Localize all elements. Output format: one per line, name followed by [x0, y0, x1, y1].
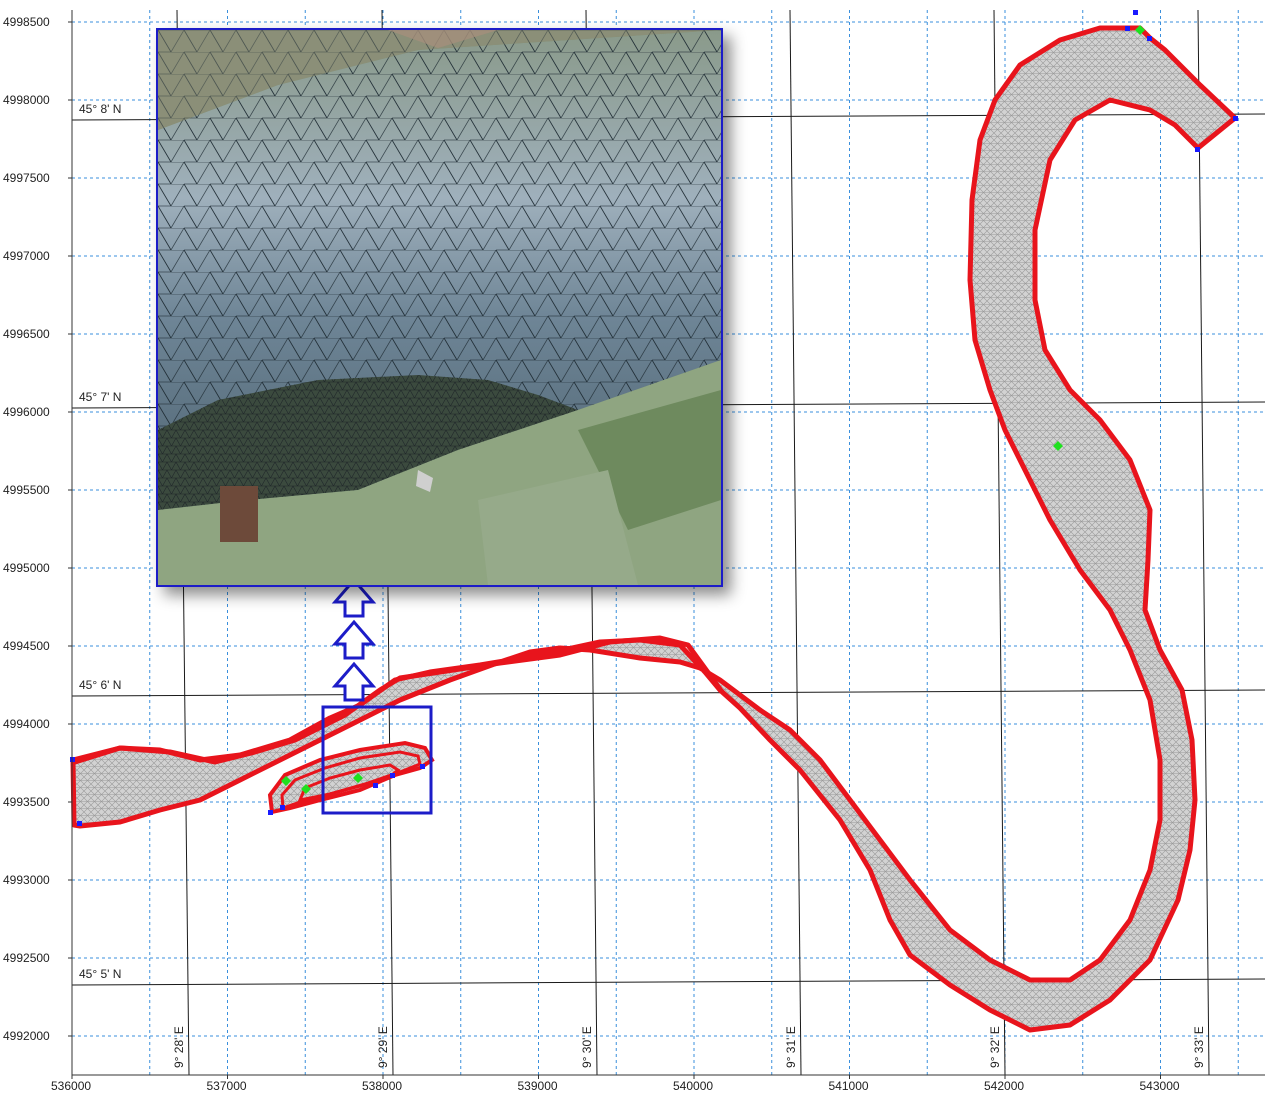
- y-axis-ticks: 4998500 4998000 4997500 4997000 4996500 49960…: [3, 15, 72, 1043]
- boundary-node[interactable]: [268, 810, 273, 815]
- boundary-node[interactable]: [77, 821, 82, 826]
- island-boundary-outer[interactable]: [267, 740, 435, 815]
- longitude-label: 9° 30' E: [580, 1026, 594, 1068]
- y-tick-label: 4992000: [3, 1029, 50, 1043]
- longitude-label: 9° 31' E: [784, 1026, 798, 1068]
- x-axis-ticks: 536000 537000 538000 539000 540000 541000 5420…: [51, 1075, 1180, 1093]
- latitude-label: 45° 5' N: [79, 967, 121, 981]
- boundary-node[interactable]: [1133, 10, 1138, 15]
- x-tick-label: 543000: [1140, 1079, 1180, 1093]
- y-tick-label: 4994000: [3, 717, 50, 731]
- boundary-node[interactable]: [373, 783, 378, 788]
- longitude-label: 9° 32' E: [988, 1026, 1002, 1068]
- x-tick-label: 540000: [673, 1079, 713, 1093]
- mesh-photo-inset: [156, 28, 723, 587]
- y-tick-label: 4998000: [3, 93, 50, 107]
- longitude-line: [1197, 9, 1210, 1076]
- latitude-labels: 45° 8' N 45° 7' N 45° 6' N 45° 5' N: [76, 101, 132, 981]
- centroid-marker[interactable]: [1135, 25, 1145, 35]
- region-centroids: [281, 25, 1145, 794]
- inset-mesh-image: [158, 30, 721, 585]
- boundary-node[interactable]: [390, 773, 395, 778]
- x-tick-label: 542000: [984, 1079, 1024, 1093]
- centroid-marker[interactable]: [301, 784, 311, 794]
- y-tick-label: 4993500: [3, 795, 50, 809]
- longitude-line: [789, 9, 802, 1076]
- zoom-region-box[interactable]: [321, 705, 433, 815]
- boundary-node[interactable]: [1125, 26, 1130, 31]
- boundary-node[interactable]: [420, 764, 425, 769]
- centroid-marker[interactable]: [353, 773, 363, 783]
- latitude-label: 45° 8' N: [79, 102, 121, 116]
- latitude-label: 45° 7' N: [79, 390, 121, 404]
- longitude-label: 9° 28' E: [172, 1026, 186, 1068]
- latitude-line: [71, 689, 1265, 697]
- longitude-labels: 9° 28' E 9° 29' E 9° 30' E 9° 31' E 9° 3…: [172, 1026, 1206, 1068]
- y-tick-label: 4992500: [3, 951, 50, 965]
- x-tick-label: 538000: [362, 1079, 402, 1093]
- y-tick-label: 4997500: [3, 171, 50, 185]
- latitude-label: 45° 6' N: [79, 678, 121, 692]
- y-tick-label: 4996000: [3, 405, 50, 419]
- y-tick-label: 4995000: [3, 561, 50, 575]
- boundary-node[interactable]: [280, 805, 285, 810]
- x-tick-label: 536000: [51, 1079, 91, 1093]
- y-tick-label: 4994500: [3, 639, 50, 653]
- y-tick-label: 4997000: [3, 249, 50, 263]
- boundary-node[interactable]: [1147, 36, 1152, 41]
- centroid-marker[interactable]: [1053, 441, 1063, 451]
- y-tick-label: 4998500: [3, 15, 50, 29]
- x-tick-label: 539000: [518, 1079, 558, 1093]
- longitude-label: 9° 33' E: [1192, 1026, 1206, 1068]
- y-tick-label: 4993000: [3, 873, 50, 887]
- centroid-marker[interactable]: [281, 776, 291, 786]
- boundary-node[interactable]: [1195, 147, 1200, 152]
- boundary-node[interactable]: [1233, 116, 1238, 121]
- y-tick-label: 4995500: [3, 483, 50, 497]
- y-tick-label: 4996500: [3, 327, 50, 341]
- longitude-label: 9° 29' E: [376, 1026, 390, 1068]
- up-arrow-icon: [331, 577, 377, 702]
- x-tick-label: 541000: [829, 1079, 869, 1093]
- island-boundary-core[interactable]: [297, 763, 401, 803]
- river-boundary-outer: [74, 635, 725, 765]
- x-tick-label: 537000: [207, 1079, 247, 1093]
